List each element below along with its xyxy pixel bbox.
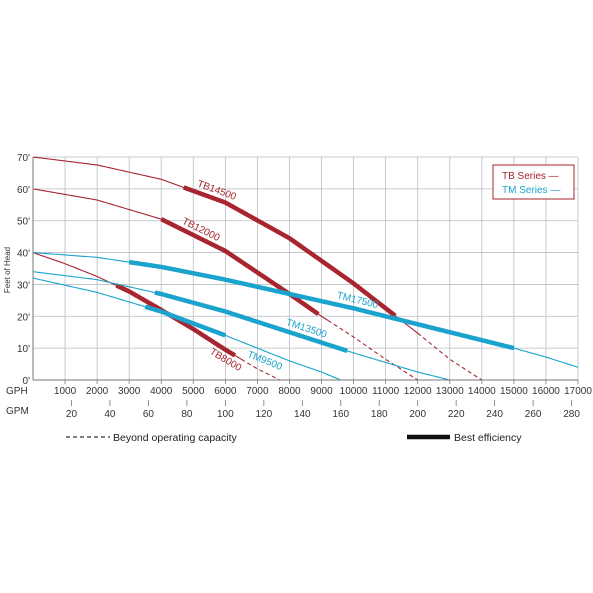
y-tick-label: 50' <box>17 217 30 228</box>
x-tick-label-gph: 12000 <box>404 386 432 397</box>
x-tick-label-gph: 3000 <box>118 386 141 397</box>
x-tick-label-gph: 11000 <box>372 386 400 397</box>
x-tick-label-gpm: 220 <box>448 409 465 420</box>
y-tick-label: 0' <box>23 376 31 387</box>
x-tick-label-gph: 17000 <box>564 386 592 397</box>
x-tick-label-gpm: 180 <box>371 409 388 420</box>
curve-tb14500-best-efficiency <box>182 185 397 318</box>
footer-legend-dashed-label: Beyond operating capacity <box>113 432 237 444</box>
x-tick-label-gpm: 200 <box>409 409 426 420</box>
x-tick-label-gph: 13000 <box>436 386 464 397</box>
x-tick-label-gph: 7000 <box>246 386 269 397</box>
x-axis-label-gpm: GPM <box>6 406 29 417</box>
x-tick-label-gph: 14000 <box>468 386 496 397</box>
legend-tm-series: TM Series — <box>502 185 560 196</box>
curve-tb8000-beyond-capacity <box>241 358 281 381</box>
x-axis-label-gph: GPH <box>6 386 28 397</box>
curve-tm13500-best-efficiency <box>154 290 348 353</box>
x-tick-label-gph: 9000 <box>310 386 333 397</box>
x-tick-label-gph: 10000 <box>340 386 368 397</box>
x-tick-label-gph: 4000 <box>150 386 173 397</box>
x-tick-label-gpm: 240 <box>486 409 503 420</box>
y-tick-label: 10' <box>17 344 30 355</box>
x-tick-label-gpm: 60 <box>143 409 155 420</box>
y-axis-label: Feet of Head <box>3 247 12 293</box>
y-tick-label: 70' <box>17 153 30 164</box>
x-tick-label-gph: 15000 <box>500 386 528 397</box>
x-tick-label-gpm: 160 <box>332 409 349 420</box>
x-tick-label-gpm: 80 <box>181 409 193 420</box>
y-tick-label: 60' <box>17 185 30 196</box>
footer-legend: Beyond operating capacity Best efficienc… <box>66 432 522 444</box>
legend-box <box>492 164 575 200</box>
x-tick-label-gpm: 40 <box>104 409 116 420</box>
y-tick-label: 30' <box>17 280 30 291</box>
curve-tm9500-best-efficiency <box>144 304 227 338</box>
x-tick-label-gpm: 280 <box>563 409 580 420</box>
curve-tm17500-best-efficiency <box>128 259 515 351</box>
curve-tb12000-beyond-capacity <box>327 319 419 381</box>
x-tick-label-gpm: 260 <box>525 409 542 420</box>
legend-tb-series: TB Series — <box>502 171 559 182</box>
axes: 0' 10' 20' 30' 40' 50' 60' 70' GPH 1000 2000 3000 40… <box>6 153 592 420</box>
x-tick-label-gph: 5000 <box>182 386 205 397</box>
x-tick-label-gph: 8000 <box>278 386 301 397</box>
x-tick-label-gpm: 120 <box>255 409 272 420</box>
x-tick-label-gph: 16000 <box>532 386 560 397</box>
footer-legend-thick-label: Best efficiency <box>454 432 522 444</box>
curve-tb14500-beyond-capacity <box>417 332 483 381</box>
x-tick-label-gph: 6000 <box>214 386 237 397</box>
x-tick-label-gph: 2000 <box>86 386 109 397</box>
legend: TB Series — TM Series — <box>492 164 575 200</box>
x-tick-label-gpm: 100 <box>217 409 234 420</box>
x-tick-label-gpm: 140 <box>294 409 311 420</box>
y-tick-label: 20' <box>17 312 30 323</box>
y-tick-label: 40' <box>17 249 30 260</box>
x-tick-label-gpm: 20 <box>66 409 78 420</box>
x-tick-label-gph: 1000 <box>54 386 77 397</box>
grid <box>33 156 579 381</box>
